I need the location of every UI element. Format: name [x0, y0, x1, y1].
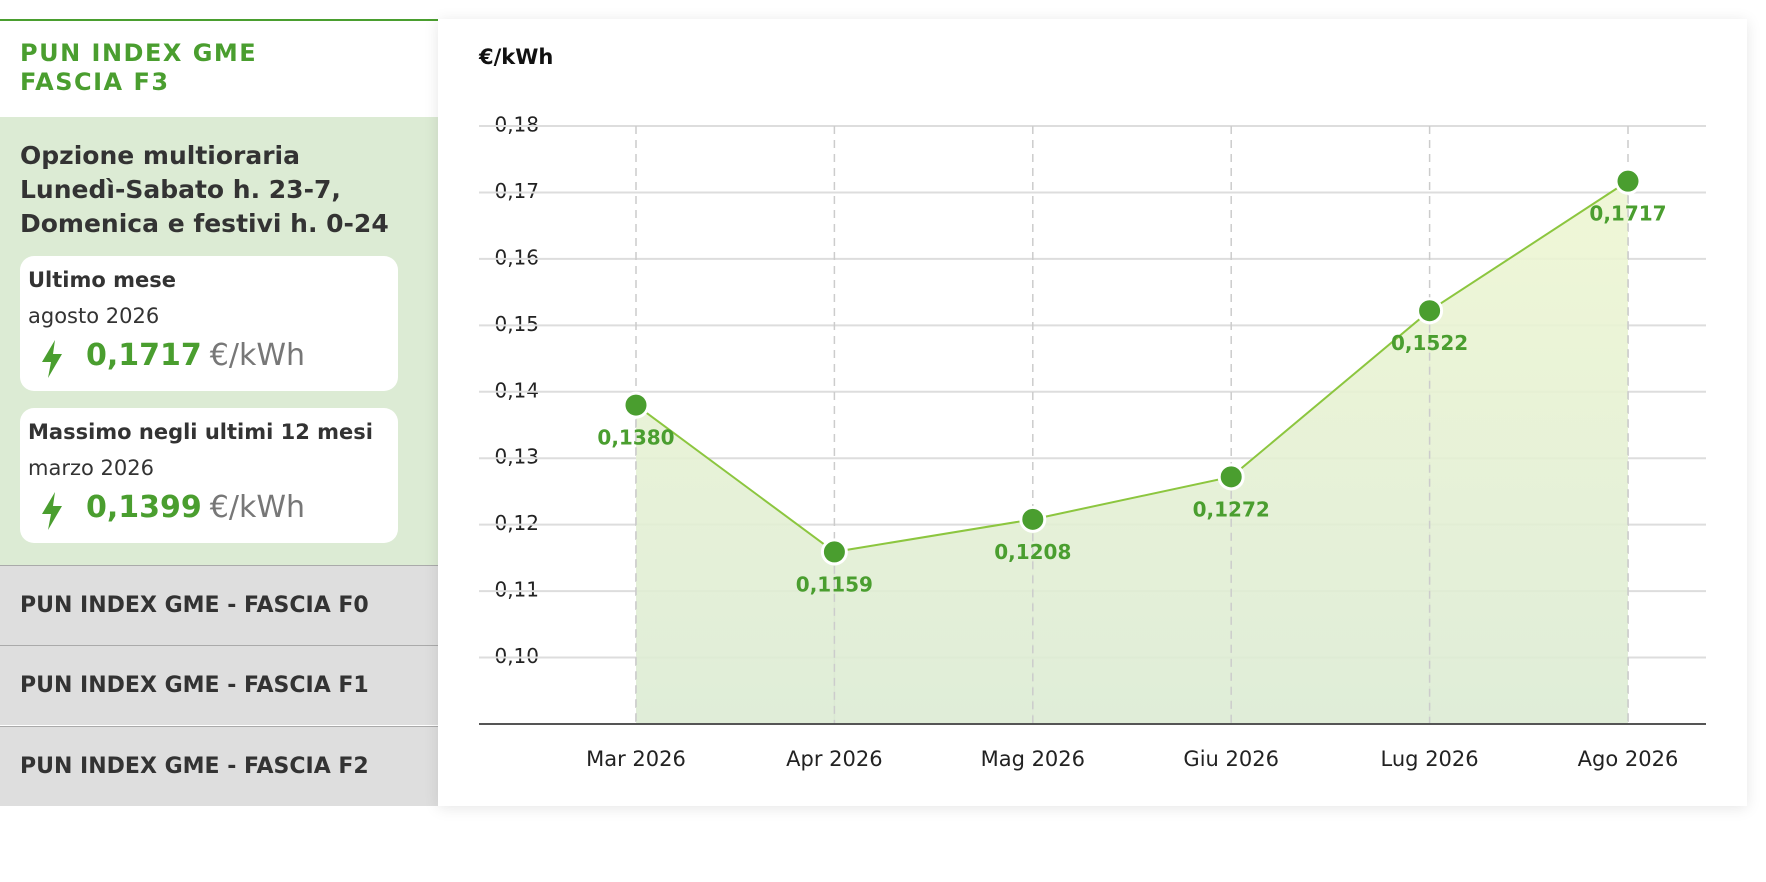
y-tick-label: 0,13 — [494, 445, 539, 469]
x-tick-label: Apr 2026 — [786, 747, 882, 771]
card: Ultimo mese agosto 2026 0,1717 €/kWh — [20, 256, 398, 391]
point — [1614, 167, 1642, 195]
data-label: 0,1208 — [994, 540, 1071, 564]
tab-title: PUN INDEX GME — [20, 39, 258, 67]
x-tick-label: Mag 2026 — [981, 747, 1085, 771]
point — [1217, 463, 1245, 491]
data-label: 0,1522 — [1391, 331, 1468, 355]
card-label: Massimo negli ultimi 12 mesi — [28, 420, 373, 444]
description-line: Opzione multioraria — [20, 141, 300, 170]
card: Massimo negli ultimi 12 mesi marzo 2026 … — [20, 408, 398, 543]
description: Opzione multioraria Lunedì-Sabato h. 23-… — [20, 139, 438, 241]
area — [636, 181, 1628, 724]
line — [635, 180, 1629, 553]
bolt-icon — [42, 492, 62, 530]
x-tick-label: Lug 2026 — [1381, 747, 1479, 771]
accordion-item[interactable]: PUN INDEX GME - FASCIA F2 — [0, 726, 438, 806]
y-tick-label: 0,11 — [494, 578, 539, 602]
card-unit: €/kWh — [209, 338, 306, 373]
card-period: marzo 2026 — [28, 456, 154, 480]
data-label: 0,1272 — [1193, 497, 1270, 521]
active-tab[interactable]: PUN INDEX GME FASCIA F3 — [0, 19, 438, 119]
x-tick-label: Giu 2026 — [1183, 747, 1279, 771]
y-tick-label: 0,12 — [494, 511, 539, 535]
description-line: Lunedì-Sabato h. 23-7, — [20, 175, 341, 204]
y-tick-label: 0,15 — [494, 312, 539, 336]
y-tick-label: 0,14 — [494, 378, 539, 402]
y-tick-label: 0,18 — [494, 113, 539, 137]
card-value: 0,1717 — [86, 338, 202, 373]
accordion-item[interactable]: PUN INDEX GME - FASCIA F1 — [0, 645, 438, 725]
card-period: agosto 2026 — [28, 304, 160, 328]
point — [1416, 297, 1444, 325]
data-label: 0,1159 — [796, 572, 873, 596]
x-tick-label: Mar 2026 — [586, 747, 686, 771]
data-label: 0,1380 — [597, 426, 674, 450]
card-label: Ultimo mese — [28, 268, 176, 292]
accordion-item[interactable]: PUN INDEX GME - FASCIA F0 — [0, 565, 438, 645]
tab-title: FASCIA F3 — [20, 68, 170, 96]
y-tick-label: 0,17 — [494, 179, 539, 203]
point — [1019, 505, 1047, 533]
point — [820, 538, 848, 566]
y-tick-label: 0,16 — [494, 245, 539, 269]
description-line: Domenica e festivi h. 0-24 — [20, 209, 389, 238]
data-label: 0,1717 — [1589, 202, 1666, 226]
card-unit: €/kWh — [209, 490, 306, 525]
y-axis-label: €/kWh — [478, 45, 553, 69]
y-tick-label: 0,10 — [494, 644, 539, 668]
bolt-icon — [42, 340, 62, 378]
x-tick-label: Ago 2026 — [1578, 747, 1679, 771]
card-value: 0,1399 — [86, 490, 202, 525]
point — [622, 391, 650, 419]
